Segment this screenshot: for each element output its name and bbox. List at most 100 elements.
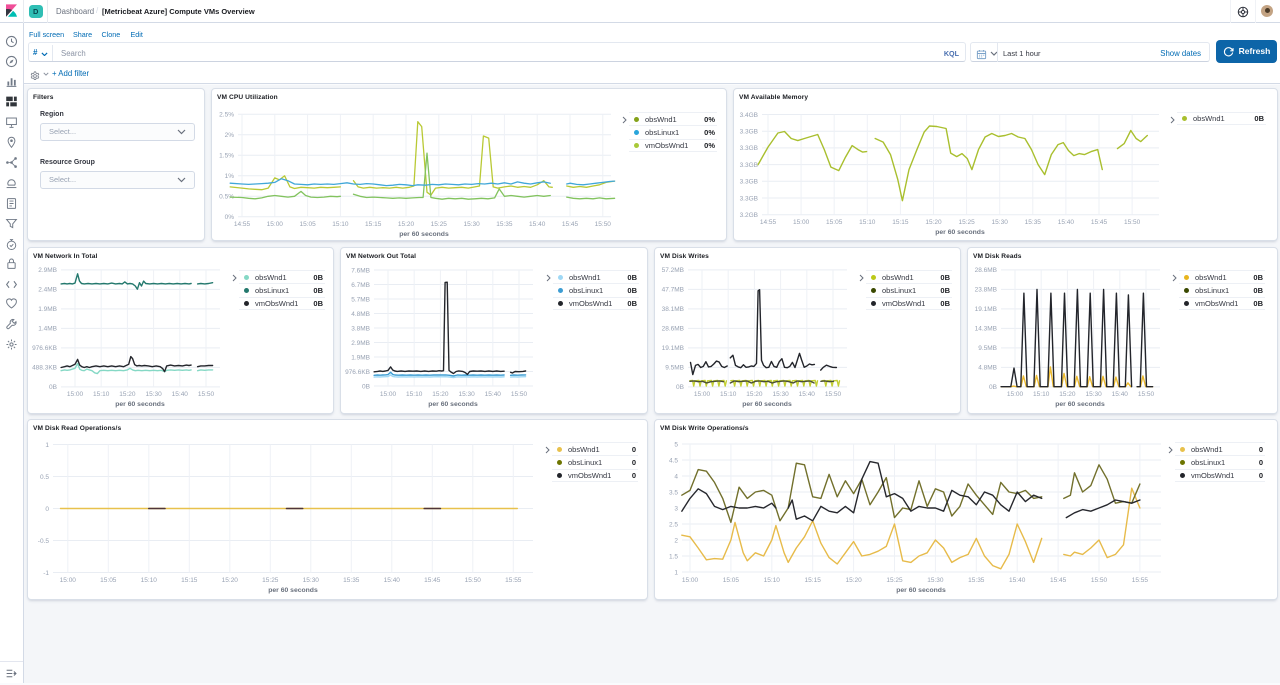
svg-text:15:55: 15:55 bbox=[1132, 577, 1149, 584]
svg-text:15:50: 15:50 bbox=[511, 391, 528, 398]
svg-text:2.9MB: 2.9MB bbox=[38, 267, 57, 274]
svg-text:9.5MB: 9.5MB bbox=[978, 345, 997, 352]
svg-text:15:00: 15:00 bbox=[682, 577, 699, 584]
svg-text:15:30: 15:30 bbox=[1085, 391, 1102, 398]
svg-text:15:15: 15:15 bbox=[892, 219, 909, 226]
svg-text:15:50: 15:50 bbox=[1138, 391, 1155, 398]
svg-text:15:25: 15:25 bbox=[431, 221, 448, 228]
svg-text:per 60 seconds: per 60 seconds bbox=[742, 401, 792, 408]
svg-text:15:00: 15:00 bbox=[60, 577, 77, 584]
svg-text:2.5: 2.5 bbox=[669, 521, 678, 528]
svg-text:15:40: 15:40 bbox=[1112, 391, 1129, 398]
svg-text:15:05: 15:05 bbox=[100, 577, 117, 584]
svg-text:0.5%: 0.5% bbox=[219, 194, 234, 201]
svg-text:14:55: 14:55 bbox=[234, 221, 251, 228]
svg-text:15:40: 15:40 bbox=[1058, 219, 1075, 226]
svg-text:4.5: 4.5 bbox=[669, 457, 678, 464]
svg-text:4.8MB: 4.8MB bbox=[351, 311, 370, 318]
svg-text:3.8MB: 3.8MB bbox=[351, 325, 370, 332]
svg-text:15:45: 15:45 bbox=[562, 221, 579, 228]
svg-text:15:35: 15:35 bbox=[1025, 219, 1042, 226]
svg-text:1.5: 1.5 bbox=[669, 553, 678, 560]
svg-text:per 60 seconds: per 60 seconds bbox=[399, 231, 449, 238]
svg-text:15:45: 15:45 bbox=[1091, 219, 1108, 226]
svg-text:15:50: 15:50 bbox=[465, 577, 482, 584]
svg-text:15:55: 15:55 bbox=[505, 577, 522, 584]
svg-text:3.3GB: 3.3GB bbox=[740, 129, 758, 136]
svg-text:5.7MB: 5.7MB bbox=[351, 296, 370, 303]
svg-text:15:25: 15:25 bbox=[958, 219, 975, 226]
svg-text:15:40: 15:40 bbox=[485, 391, 502, 398]
svg-text:3.4GB: 3.4GB bbox=[740, 112, 758, 119]
svg-text:6.7MB: 6.7MB bbox=[351, 282, 370, 289]
svg-text:15:10: 15:10 bbox=[141, 577, 158, 584]
svg-text:15:10: 15:10 bbox=[1033, 391, 1050, 398]
svg-text:15:50: 15:50 bbox=[595, 221, 612, 228]
svg-text:15:20: 15:20 bbox=[432, 391, 449, 398]
svg-text:15:30: 15:30 bbox=[458, 391, 475, 398]
svg-text:15:10: 15:10 bbox=[332, 221, 349, 228]
svg-text:15:05: 15:05 bbox=[826, 219, 843, 226]
svg-text:15:25: 15:25 bbox=[886, 577, 903, 584]
svg-text:15:45: 15:45 bbox=[1050, 577, 1067, 584]
svg-text:15:50: 15:50 bbox=[1124, 219, 1141, 226]
svg-text:15:30: 15:30 bbox=[772, 391, 789, 398]
svg-text:15:00: 15:00 bbox=[694, 391, 711, 398]
svg-text:3.3GB: 3.3GB bbox=[740, 195, 758, 202]
svg-text:-0.5: -0.5 bbox=[38, 538, 50, 545]
svg-text:0B: 0B bbox=[362, 383, 370, 390]
svg-text:38.1MB: 38.1MB bbox=[662, 306, 684, 313]
svg-text:15:00: 15:00 bbox=[793, 219, 810, 226]
svg-text:15:00: 15:00 bbox=[1007, 391, 1024, 398]
svg-text:per 60 seconds: per 60 seconds bbox=[935, 229, 985, 236]
svg-text:15:10: 15:10 bbox=[93, 391, 110, 398]
svg-text:15:45: 15:45 bbox=[424, 577, 441, 584]
svg-text:15:20: 15:20 bbox=[845, 577, 862, 584]
svg-text:4.8MB: 4.8MB bbox=[978, 365, 997, 372]
svg-text:15:20: 15:20 bbox=[398, 221, 415, 228]
svg-text:15:40: 15:40 bbox=[1009, 577, 1026, 584]
svg-text:-1: -1 bbox=[43, 570, 49, 577]
svg-text:15:00: 15:00 bbox=[67, 391, 84, 398]
svg-text:15:20: 15:20 bbox=[746, 391, 763, 398]
svg-text:per 60 seconds: per 60 seconds bbox=[115, 401, 165, 408]
svg-text:15:30: 15:30 bbox=[303, 577, 320, 584]
svg-text:15:25: 15:25 bbox=[262, 577, 279, 584]
svg-text:15:10: 15:10 bbox=[859, 219, 876, 226]
svg-text:2.9MB: 2.9MB bbox=[351, 340, 370, 347]
svg-text:0B: 0B bbox=[676, 384, 684, 391]
svg-text:15:30: 15:30 bbox=[927, 577, 944, 584]
svg-text:15:50: 15:50 bbox=[1091, 577, 1108, 584]
svg-text:9.5MB: 9.5MB bbox=[665, 365, 684, 372]
svg-text:1.9MB: 1.9MB bbox=[38, 306, 57, 313]
svg-text:0B: 0B bbox=[989, 384, 997, 391]
svg-text:3.3GB: 3.3GB bbox=[740, 145, 758, 152]
svg-text:3.2GB: 3.2GB bbox=[740, 212, 758, 219]
svg-text:15:40: 15:40 bbox=[384, 577, 401, 584]
svg-text:1: 1 bbox=[45, 442, 49, 449]
svg-text:0: 0 bbox=[45, 506, 49, 513]
svg-text:2.5%: 2.5% bbox=[219, 112, 234, 119]
svg-text:976.6KB: 976.6KB bbox=[32, 345, 57, 352]
svg-text:7.6MB: 7.6MB bbox=[351, 267, 370, 274]
svg-text:3.3GB: 3.3GB bbox=[740, 162, 758, 169]
svg-text:3.5: 3.5 bbox=[669, 489, 678, 496]
svg-text:15:05: 15:05 bbox=[723, 577, 740, 584]
svg-text:0.5: 0.5 bbox=[40, 474, 49, 481]
svg-text:3: 3 bbox=[674, 505, 678, 512]
svg-text:15:30: 15:30 bbox=[463, 221, 480, 228]
svg-text:15:50: 15:50 bbox=[198, 391, 215, 398]
svg-text:15:10: 15:10 bbox=[406, 391, 423, 398]
svg-text:0%: 0% bbox=[225, 214, 235, 221]
svg-text:2: 2 bbox=[674, 537, 678, 544]
svg-text:15:10: 15:10 bbox=[720, 391, 737, 398]
svg-text:per 60 seconds: per 60 seconds bbox=[896, 587, 946, 594]
svg-text:19.1MB: 19.1MB bbox=[662, 345, 684, 352]
svg-text:14:55: 14:55 bbox=[760, 219, 777, 226]
svg-text:1%: 1% bbox=[225, 173, 235, 180]
svg-text:15:30: 15:30 bbox=[992, 219, 1009, 226]
svg-text:15:40: 15:40 bbox=[799, 391, 816, 398]
svg-text:15:40: 15:40 bbox=[529, 221, 546, 228]
svg-text:47.7MB: 47.7MB bbox=[662, 287, 684, 294]
svg-text:3.3GB: 3.3GB bbox=[740, 179, 758, 186]
